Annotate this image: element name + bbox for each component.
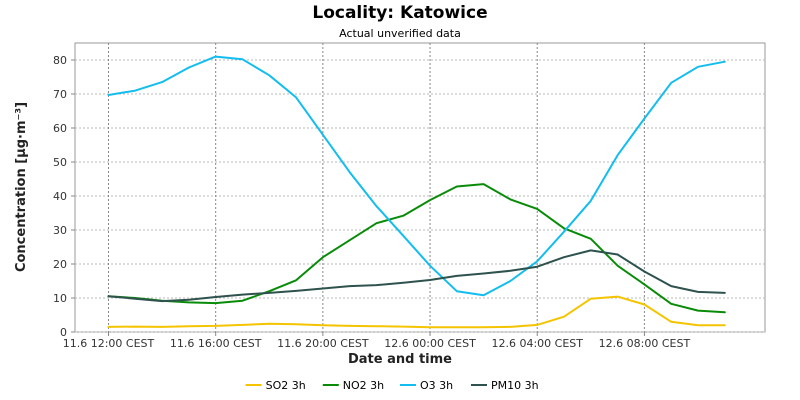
x-tick-label: 12.6 04:00 CEST: [491, 337, 583, 350]
series-line-pm10-3h: [107, 249, 726, 303]
y-axis-label: Concentration [µg·m⁻³]: [14, 102, 29, 272]
y-tick-label: 20: [53, 258, 67, 271]
chart-subtitle: Actual unverified data: [339, 27, 461, 40]
y-tick-label: 60: [53, 122, 67, 135]
legend: SO2 3h NO2 3h O3 3h PM10 3h: [245, 379, 539, 392]
x-tick-label: 12.6 00:00 CEST: [384, 337, 476, 350]
y-tick-label: 70: [53, 88, 67, 101]
y-tick-label: 30: [53, 224, 67, 237]
plot-area: [74, 42, 766, 333]
series-line-so2-3h: [107, 295, 726, 329]
series-line-no2-3h: [107, 183, 726, 314]
y-axis-ticks: 0 10 20 30 40 50 60 70 80: [53, 54, 75, 339]
series-lines: [107, 55, 726, 329]
y-tick-label: 0: [60, 326, 67, 339]
series-line-o3-3h: [107, 55, 726, 297]
legend-label: PM10 3h: [491, 379, 539, 392]
y-tick-label: 10: [53, 292, 67, 305]
y-tick-label: 50: [53, 156, 67, 169]
x-axis-ticks: 11.6 12:00 CEST 11.6 16:00 CEST 11.6 20:00…: [63, 332, 691, 350]
x-axis-label: Date and time: [348, 352, 452, 367]
x-tick-label: 11.6 16:00 CEST: [170, 337, 262, 350]
legend-label: SO2 3h: [266, 379, 306, 392]
x-tick-label: 12.6 08:00 CEST: [599, 337, 691, 350]
legend-label: O3 3h: [420, 379, 453, 392]
x-tick-label: 11.6 20:00 CEST: [277, 337, 369, 350]
y-tick-label: 40: [53, 190, 67, 203]
gridlines: [75, 43, 765, 333]
legend-label: NO2 3h: [343, 379, 384, 392]
x-tick-label: 11.6 12:00 CEST: [63, 337, 155, 350]
y-tick-label: 80: [53, 54, 67, 67]
chart-title: Locality: Katowice: [312, 3, 487, 23]
